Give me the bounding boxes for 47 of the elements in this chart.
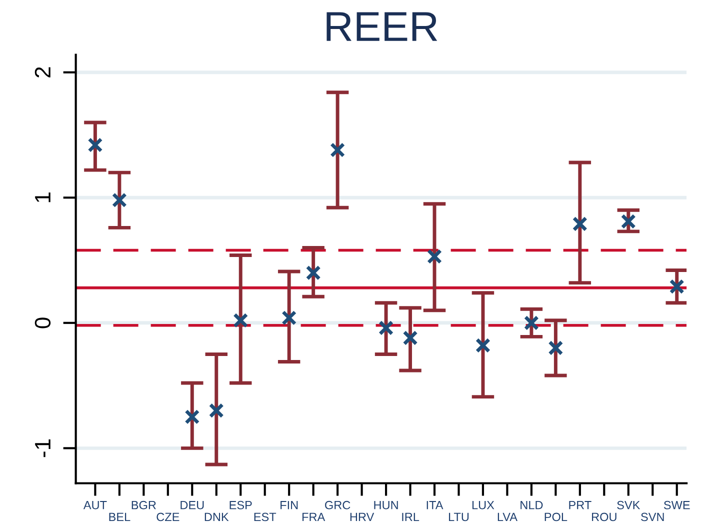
x-tick-label: GRC xyxy=(325,500,350,510)
x-tick-label: FRA xyxy=(302,512,326,522)
x-tick-label: CZE xyxy=(156,512,180,522)
x-tick-label: DNK xyxy=(204,512,229,522)
x-tick-label: ESP xyxy=(230,500,252,510)
point xyxy=(572,216,588,232)
point xyxy=(548,340,564,356)
point xyxy=(426,248,442,264)
x-tick-label: ROU xyxy=(592,512,616,522)
point xyxy=(669,279,684,294)
y-tick-label: -1 xyxy=(35,439,50,458)
point xyxy=(330,142,346,158)
x-tick-label: SWE xyxy=(664,500,690,510)
x-tick-label: FIN xyxy=(280,501,298,510)
point xyxy=(620,214,636,229)
x-tick-label: HRV xyxy=(350,512,374,522)
x-tick-label: AUT xyxy=(83,501,107,510)
x-tick-label: IRL xyxy=(402,512,420,522)
x-tick-label: NLD xyxy=(520,501,543,510)
x-tick-label: LVA xyxy=(498,512,518,522)
y-tick-label: 0 xyxy=(34,318,51,328)
point xyxy=(378,320,394,336)
point xyxy=(208,403,224,418)
x-tick-label: POL xyxy=(544,512,568,522)
x-tick-label: LUX xyxy=(472,501,494,510)
point xyxy=(402,330,418,346)
point xyxy=(524,315,539,330)
x-tick-label: SVN xyxy=(641,512,664,522)
y-tick-label: 1 xyxy=(35,192,50,202)
point xyxy=(233,312,248,328)
point xyxy=(282,310,297,326)
point xyxy=(184,409,200,424)
chart-title: REER xyxy=(326,12,438,41)
point xyxy=(112,192,127,208)
x-tick-label: LTU xyxy=(448,512,469,522)
x-tick-label: SVK xyxy=(617,500,640,510)
point xyxy=(88,137,103,153)
point xyxy=(306,265,321,280)
x-tick-label: DEU xyxy=(180,501,204,510)
y-tick-label: 2 xyxy=(34,67,50,78)
x-tick-label: HUN xyxy=(374,501,398,510)
x-tick-label: BGR xyxy=(132,500,156,510)
x-tick-label: PRT xyxy=(569,501,592,510)
x-tick-label: ITA xyxy=(426,501,444,510)
x-tick-label: EST xyxy=(254,512,276,522)
x-tick-label: BEL xyxy=(109,512,130,522)
point xyxy=(475,338,491,353)
